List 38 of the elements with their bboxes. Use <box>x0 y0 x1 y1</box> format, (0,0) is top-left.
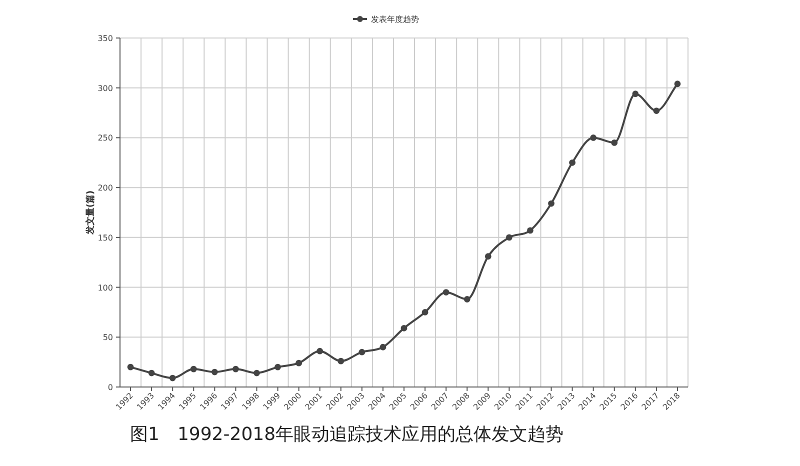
point <box>274 364 281 370</box>
point <box>590 134 597 141</box>
point <box>190 366 197 372</box>
y-tick-label: 150 <box>98 233 113 242</box>
point <box>506 234 512 241</box>
point <box>232 366 239 372</box>
y-tick-label: 250 <box>98 134 113 143</box>
y-tick-label: 100 <box>98 283 113 292</box>
point <box>422 309 428 316</box>
y-axis-title: 发文量(篇) <box>85 190 96 236</box>
point <box>527 227 534 234</box>
point <box>380 344 386 350</box>
point <box>400 324 408 332</box>
point <box>674 80 681 88</box>
y-tick-label: 200 <box>98 184 113 193</box>
y-tick-label: 50 <box>102 333 113 342</box>
point <box>442 289 450 296</box>
caption: 图1 1992-2018年眼动追踪技术应用的总体发文趋势 <box>130 424 564 445</box>
point <box>632 90 639 98</box>
point <box>169 374 176 382</box>
y-tick-label: 350 <box>98 34 113 43</box>
point <box>569 159 576 166</box>
point <box>548 200 554 207</box>
point <box>254 370 260 376</box>
point <box>296 360 302 366</box>
point <box>464 296 470 302</box>
point <box>484 253 492 260</box>
y-tick-label: 0 <box>108 383 113 392</box>
point <box>653 108 660 114</box>
point <box>316 348 324 354</box>
point <box>358 348 366 356</box>
legend-label: 发表年度趋势 <box>371 15 419 24</box>
point <box>338 358 344 364</box>
point <box>211 368 218 376</box>
y-tick-label: 300 <box>98 84 113 93</box>
point <box>611 140 618 146</box>
point <box>127 364 134 370</box>
point <box>148 370 155 376</box>
